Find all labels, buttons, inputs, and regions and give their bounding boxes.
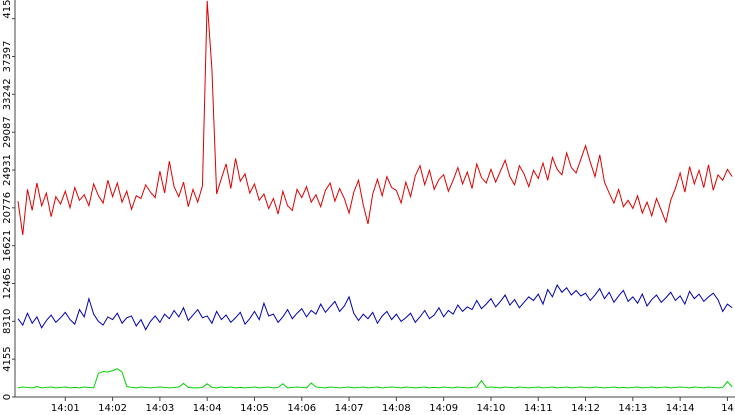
series-line xyxy=(17,368,733,389)
x-tick-label: 14:03 xyxy=(145,403,174,414)
series-line xyxy=(17,283,733,331)
x-tick-label: 14 xyxy=(721,403,734,414)
y-tick-label: 0 xyxy=(2,394,13,400)
x-tick-label: 14:12 xyxy=(571,403,600,414)
y-tick-label: 24931 xyxy=(2,154,13,186)
x-tick-label: 14:02 xyxy=(98,403,127,414)
y-tick-label: 29087 xyxy=(2,116,13,148)
y-tick-label: 37397 xyxy=(2,41,13,73)
x-tick-label: 14:13 xyxy=(618,403,647,414)
y-tick-label: 16621 xyxy=(2,230,13,262)
y-tick-label: 20776 xyxy=(2,192,13,224)
y-tick-label: 8310 xyxy=(2,309,13,334)
x-tick-label: 14:07 xyxy=(335,403,364,414)
y-tick-label: 41553 xyxy=(2,0,13,19)
x-tick-label: 14:10 xyxy=(477,403,506,414)
y-tick-label: 33242 xyxy=(2,78,13,110)
x-tick-label: 14:05 xyxy=(240,403,269,414)
x-tick-label: 14:08 xyxy=(382,403,411,414)
y-tick-label: 12465 xyxy=(2,268,13,300)
y-tick-label: 4155 xyxy=(2,346,13,371)
series-line xyxy=(17,0,733,235)
x-tick-label: 14:11 xyxy=(524,403,553,414)
x-tick-label: 14:14 xyxy=(666,403,695,414)
x-tick-label: 14:06 xyxy=(287,403,316,414)
x-tick-label: 14:04 xyxy=(193,403,222,414)
x-tick-label: 14:01 xyxy=(51,403,80,414)
x-tick-label: 14:09 xyxy=(429,403,458,414)
